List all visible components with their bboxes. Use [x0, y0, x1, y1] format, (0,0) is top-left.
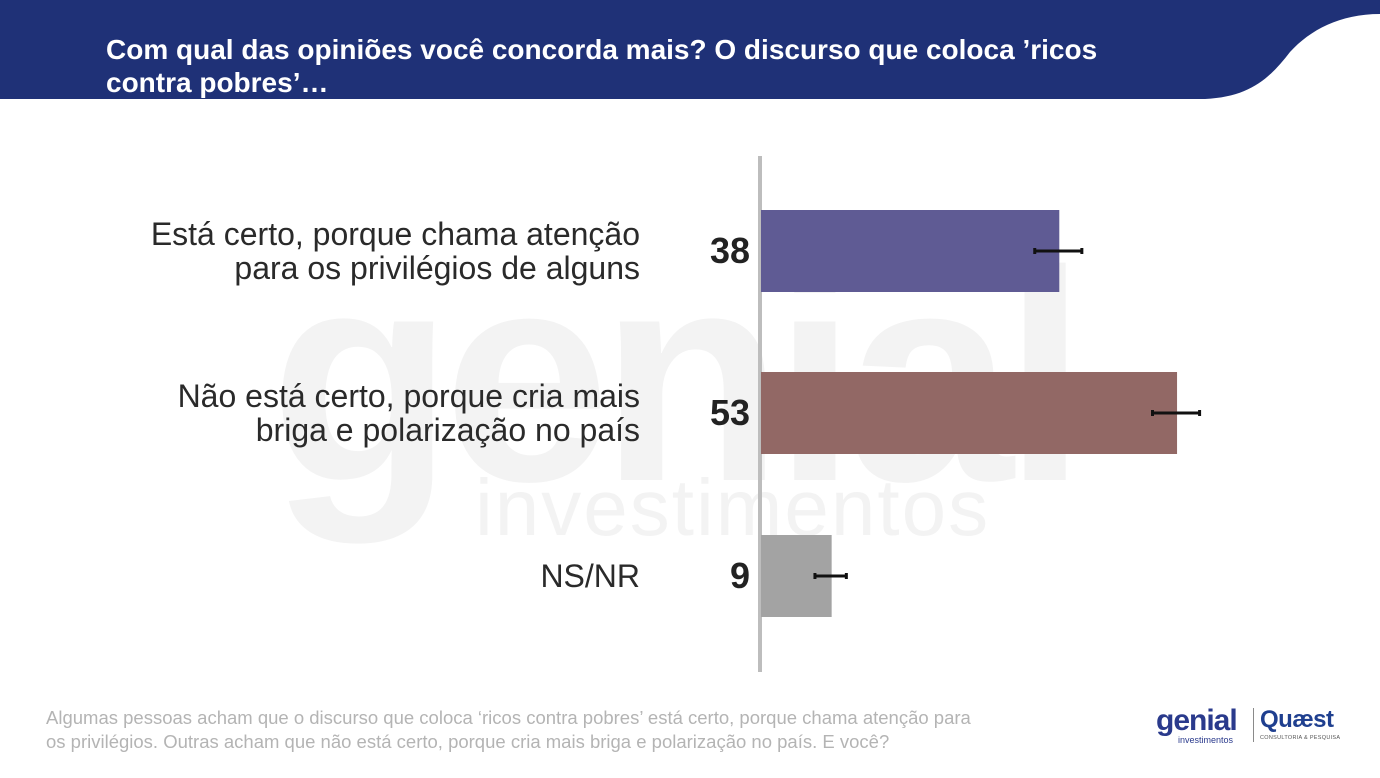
quaest-logo-sub: CONSULTORIA & PESQUISA: [1260, 734, 1350, 742]
data-label-1: 38: [650, 231, 750, 271]
data-label-2: 53: [650, 393, 750, 433]
footnote-line-1: Algumas pessoas acham que o discurso que…: [46, 707, 971, 728]
category-label-1-line-1: Está certo, porque chama atenção: [80, 217, 640, 251]
data-label-3: 9: [650, 556, 750, 596]
quaest-logo: Quæst CONSULTORIA & PESQUISA: [1260, 706, 1350, 744]
bar-2: [761, 372, 1177, 454]
category-label-3: NS/NR: [80, 559, 640, 593]
category-label-2-line-2: briga e polarização no país: [80, 413, 640, 447]
category-label-1-line-2: para os privilégios de alguns: [80, 251, 640, 285]
question-footnote: Algumas pessoas acham que o discurso que…: [46, 706, 1106, 754]
footnote-line-2: os privilégios. Outras acham que não est…: [46, 731, 889, 752]
category-label-1: Está certo, porque chama atenção para os …: [80, 217, 640, 285]
genial-logo: genial investimentos: [1156, 706, 1248, 744]
category-label-2-line-1: Não está certo, porque cria mais: [80, 379, 640, 413]
category-label-2: Não está certo, porque cria mais briga e …: [80, 379, 640, 447]
logo-divider: [1253, 708, 1254, 742]
bar-1: [761, 210, 1059, 292]
genial-logo-word: genial: [1156, 706, 1248, 736]
quaest-logo-word: Quæst: [1260, 706, 1350, 734]
genial-logo-sub: investimentos: [1156, 736, 1248, 745]
category-label-3-line-1: NS/NR: [80, 559, 640, 593]
